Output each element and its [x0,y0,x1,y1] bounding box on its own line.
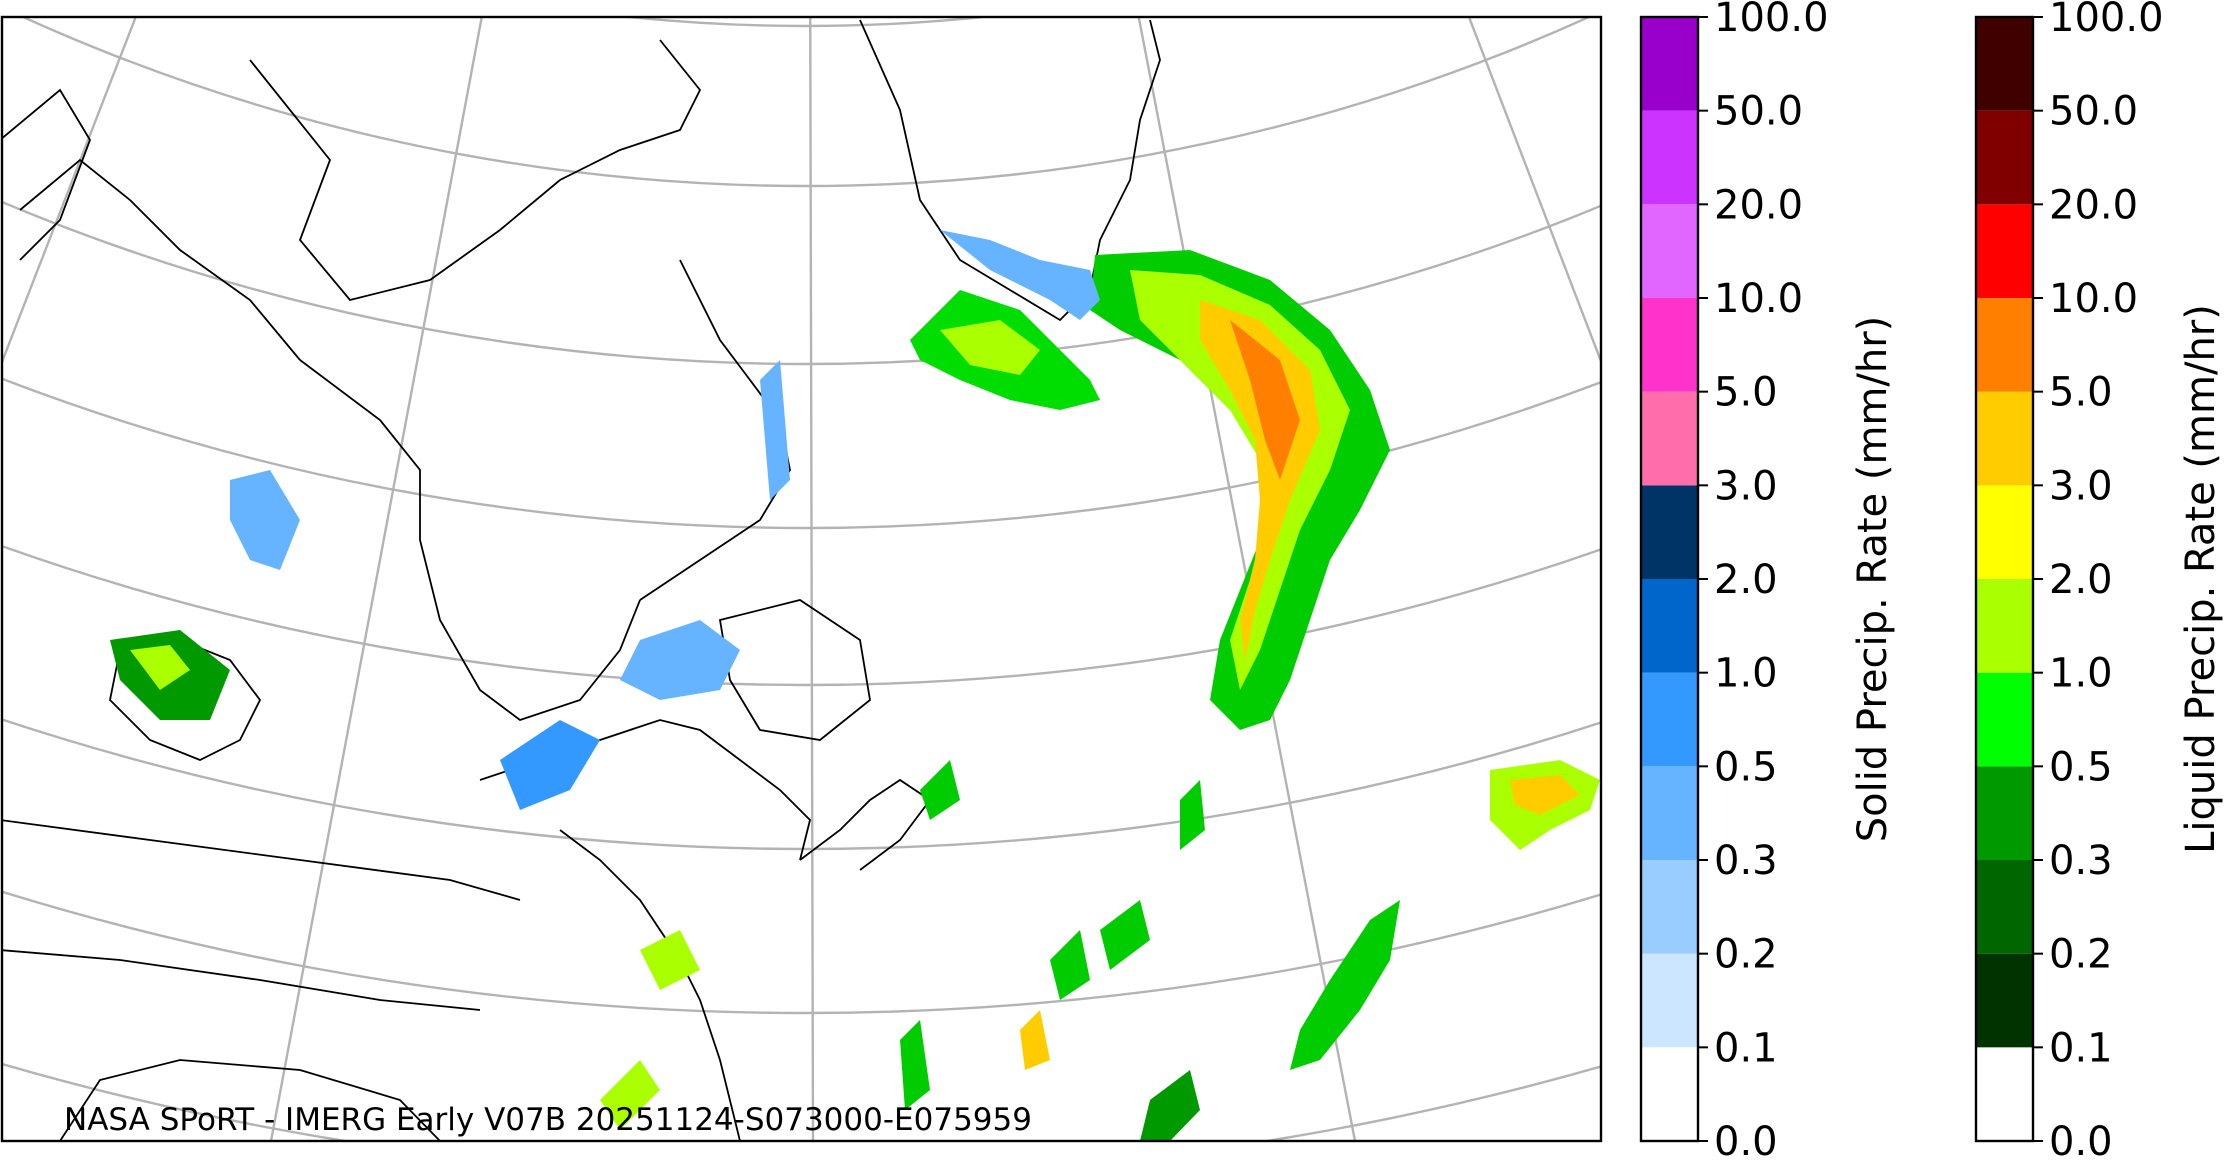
colorbar-segment [1976,579,2033,673]
colorbar-segment [1976,1047,2033,1141]
colorbar-segment [1641,110,1698,205]
colorbar-segment [1976,391,2033,486]
colorbar-tick-label: 10.0 [2049,276,2138,322]
colorbar-tick-label: 0.3 [2049,838,2113,884]
map-frame [0,15,1603,1143]
colorbar: 0.0 0.1 0.2 0.3 0.5 1.0 2.0 3.0 5.0 10.0 20.0 50.0 1… [1639,0,1896,1165]
colorbar-segment [1641,17,1698,111]
colorbar-tick-label: 0.5 [1714,744,1778,790]
colorbar-segment [1641,672,1698,767]
colorbar-segment [1641,298,1698,392]
colorbar-tick-label: 5.0 [1714,370,1778,416]
colorbar-segment [1976,298,2033,392]
colorbar-segment [1641,391,1698,486]
caption: NASA SPoRT - IMERG Early V07B 20251124-S… [64,1102,1032,1138]
colorbar-segment [1641,766,1698,860]
colorbar-tick-label: 0.1 [1714,1025,1778,1071]
colorbar-tick-label: 50.0 [2049,89,2138,135]
colorbar-tick-label: 2.0 [1714,557,1778,603]
colorbar-title: Solid Precip. Rate (mm/hr) [1850,316,1896,843]
coastlines [2,19,1161,1141]
colorbar-tick-label: 0.0 [1714,1119,1778,1165]
colorbar-segment [1976,110,2033,205]
colorbar-segment [1976,204,2033,298]
colorbar-segment [1976,672,2033,767]
colorbar-tick-label: 0.5 [2049,744,2113,790]
colorbar-segment [1976,953,2033,1048]
colorbar: 0.0 0.1 0.2 0.3 0.5 1.0 2.0 3.0 5.0 10.0 20.0 50.0 1… [1974,0,2224,1165]
colorbar-segment [1641,204,1698,298]
colorbar-segment [1641,1047,1698,1141]
colorbar-tick-label: 100.0 [1714,0,1829,41]
colorbar-tick-label: 5.0 [2049,370,2113,416]
colorbar-tick-label: 20.0 [1714,182,1803,228]
colorbar-segment [1641,953,1698,1048]
precipitation-field [110,230,1600,1141]
colorbar-tick-label: 2.0 [2049,557,2113,603]
colorbar-segment [1976,485,2033,579]
colorbar-tick-label: 0.1 [2049,1025,2113,1071]
colorbar-tick-label: 20.0 [2049,182,2138,228]
colorbar-segment [1976,766,2033,860]
colorbar-tick-label: 0.3 [1714,838,1778,884]
colorbar-tick-label: 10.0 [1714,276,1803,322]
colorbar-segment [1976,860,2033,954]
colorbar-segment [1641,860,1698,954]
colorbar-tick-label: 1.0 [2049,651,2113,697]
colorbar-tick-label: 0.0 [2049,1119,2113,1165]
colorbar-tick-label: 3.0 [2049,463,2113,509]
colorbar-title: Liquid Precip. Rate (mm/hr) [2178,304,2224,854]
colorbar-tick-label: 50.0 [1714,89,1803,135]
colorbar-tick-label: 100.0 [2049,0,2164,41]
colorbar-tick-label: 0.2 [2049,932,2113,978]
colorbar-segment [1641,579,1698,673]
colorbar-tick-label: 1.0 [1714,651,1778,697]
colorbar-segment [1641,485,1698,579]
colorbar-tick-label: 3.0 [1714,463,1778,509]
colorbar-tick-label: 0.2 [1714,932,1778,978]
colorbar-segment [1976,17,2033,111]
